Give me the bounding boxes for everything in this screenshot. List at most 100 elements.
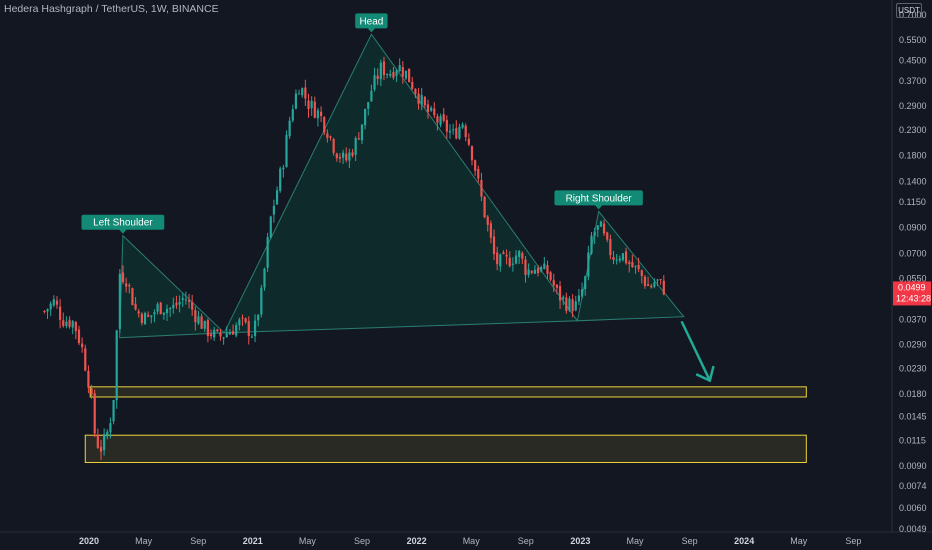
candle-body	[489, 223, 492, 238]
pattern-labels: Left Shoulder Head Right Shoulder	[81, 13, 643, 234]
price-tick-label: 0.0900	[899, 222, 927, 232]
candle-body	[301, 88, 304, 96]
candle-body	[546, 265, 549, 274]
candle-body	[84, 348, 87, 371]
candle-body	[169, 307, 172, 310]
candle-body	[628, 262, 631, 265]
right-shoulder-label: Right Shoulder	[554, 190, 643, 210]
candle-body	[253, 320, 257, 337]
candle-body	[285, 134, 288, 168]
candle-body	[536, 268, 540, 273]
price-tick-label: 0.5500	[899, 35, 927, 45]
candle-body	[228, 332, 232, 335]
head-label: Head	[355, 13, 388, 33]
candle-body	[241, 317, 244, 319]
support-zones	[84, 386, 807, 463]
candle-body	[209, 334, 213, 337]
head-label-text: Head	[359, 16, 383, 27]
candle-body	[250, 336, 254, 338]
candle-body	[408, 68, 411, 83]
candle-body	[159, 302, 162, 314]
candle-body	[621, 253, 625, 261]
candle-body	[272, 205, 276, 215]
candle-body	[486, 216, 489, 225]
chart-title: Hedera Hashgraph / TetherUS, 1W, BINANCE	[4, 3, 219, 15]
price-tick-label: 0.0700	[899, 248, 927, 258]
candle-body	[345, 153, 348, 161]
candle-body	[200, 316, 203, 329]
candle-body	[225, 333, 228, 338]
candle-body	[455, 128, 458, 139]
candle-body	[470, 146, 474, 161]
candle-body	[222, 337, 225, 339]
candle-body	[74, 321, 77, 332]
time-tick-label: May	[299, 536, 317, 546]
candle-body	[367, 102, 370, 109]
candle-body	[426, 104, 430, 113]
candle-body	[448, 130, 452, 133]
time-axis[interactable]: 2020 May Sep 2021 May Sep 2022 May Sep 2023 May Sep…	[79, 536, 861, 546]
candle-body	[558, 286, 562, 301]
candle-body	[43, 311, 46, 313]
price-tick-label: 0.0180	[899, 389, 927, 399]
candle-body	[530, 271, 533, 273]
time-tick-label: 2024	[734, 536, 754, 546]
candle-body	[580, 289, 584, 297]
time-tick-label: 2020	[79, 536, 99, 546]
candle-body	[533, 269, 536, 274]
candle-body	[643, 276, 647, 287]
candle-body	[382, 61, 386, 76]
candle-body	[568, 298, 571, 311]
candle-body	[128, 285, 131, 287]
candle-body	[574, 301, 577, 311]
candle-body	[357, 138, 360, 140]
candle-body	[552, 280, 555, 286]
candle-body	[543, 263, 546, 269]
candle-body	[414, 88, 417, 94]
right-shoulder-label-pointer	[594, 204, 603, 210]
candle-body	[310, 100, 313, 109]
candle-body	[332, 139, 335, 153]
support-zone-1	[89, 386, 807, 398]
candle-body	[637, 264, 640, 270]
candle-body	[417, 93, 420, 104]
candlesticks	[43, 56, 665, 461]
currency-button[interactable]: USDT	[896, 3, 922, 18]
candle-body	[376, 75, 379, 79]
candle-body	[511, 263, 514, 265]
candle-body	[555, 284, 559, 288]
candle-body	[474, 160, 477, 171]
price-tick-label: 0.0049	[899, 524, 927, 534]
candle-body	[445, 119, 448, 132]
arrow-head-2	[708, 365, 715, 382]
candle-body	[291, 109, 294, 121]
last-price-value: 0.0499	[898, 282, 926, 292]
price-tick-label: 0.1150	[899, 197, 926, 207]
price-tick-label: 0.1800	[899, 151, 927, 161]
candle-body	[398, 65, 401, 72]
candle-body	[650, 285, 653, 288]
candle-body	[49, 303, 52, 310]
candle-body	[521, 253, 524, 259]
candle-body	[502, 252, 505, 254]
price-tick-label: 0.0290	[899, 340, 927, 350]
candle-body	[612, 257, 615, 261]
head-label-pointer	[367, 27, 376, 33]
candle-body	[338, 156, 342, 159]
candle-body	[646, 284, 650, 287]
candle-body	[373, 75, 376, 90]
price-tick-label: 0.3700	[899, 76, 927, 86]
candle-body	[244, 318, 247, 323]
candle-body	[175, 302, 178, 306]
candle-body	[87, 370, 90, 388]
candle-body	[194, 310, 197, 323]
candle-body	[562, 296, 565, 299]
candle-body	[313, 101, 316, 118]
candle-body	[392, 72, 395, 78]
candle-body	[360, 124, 364, 141]
candle-body	[323, 117, 326, 133]
candle-body	[96, 434, 99, 448]
candle-body	[477, 168, 480, 179]
